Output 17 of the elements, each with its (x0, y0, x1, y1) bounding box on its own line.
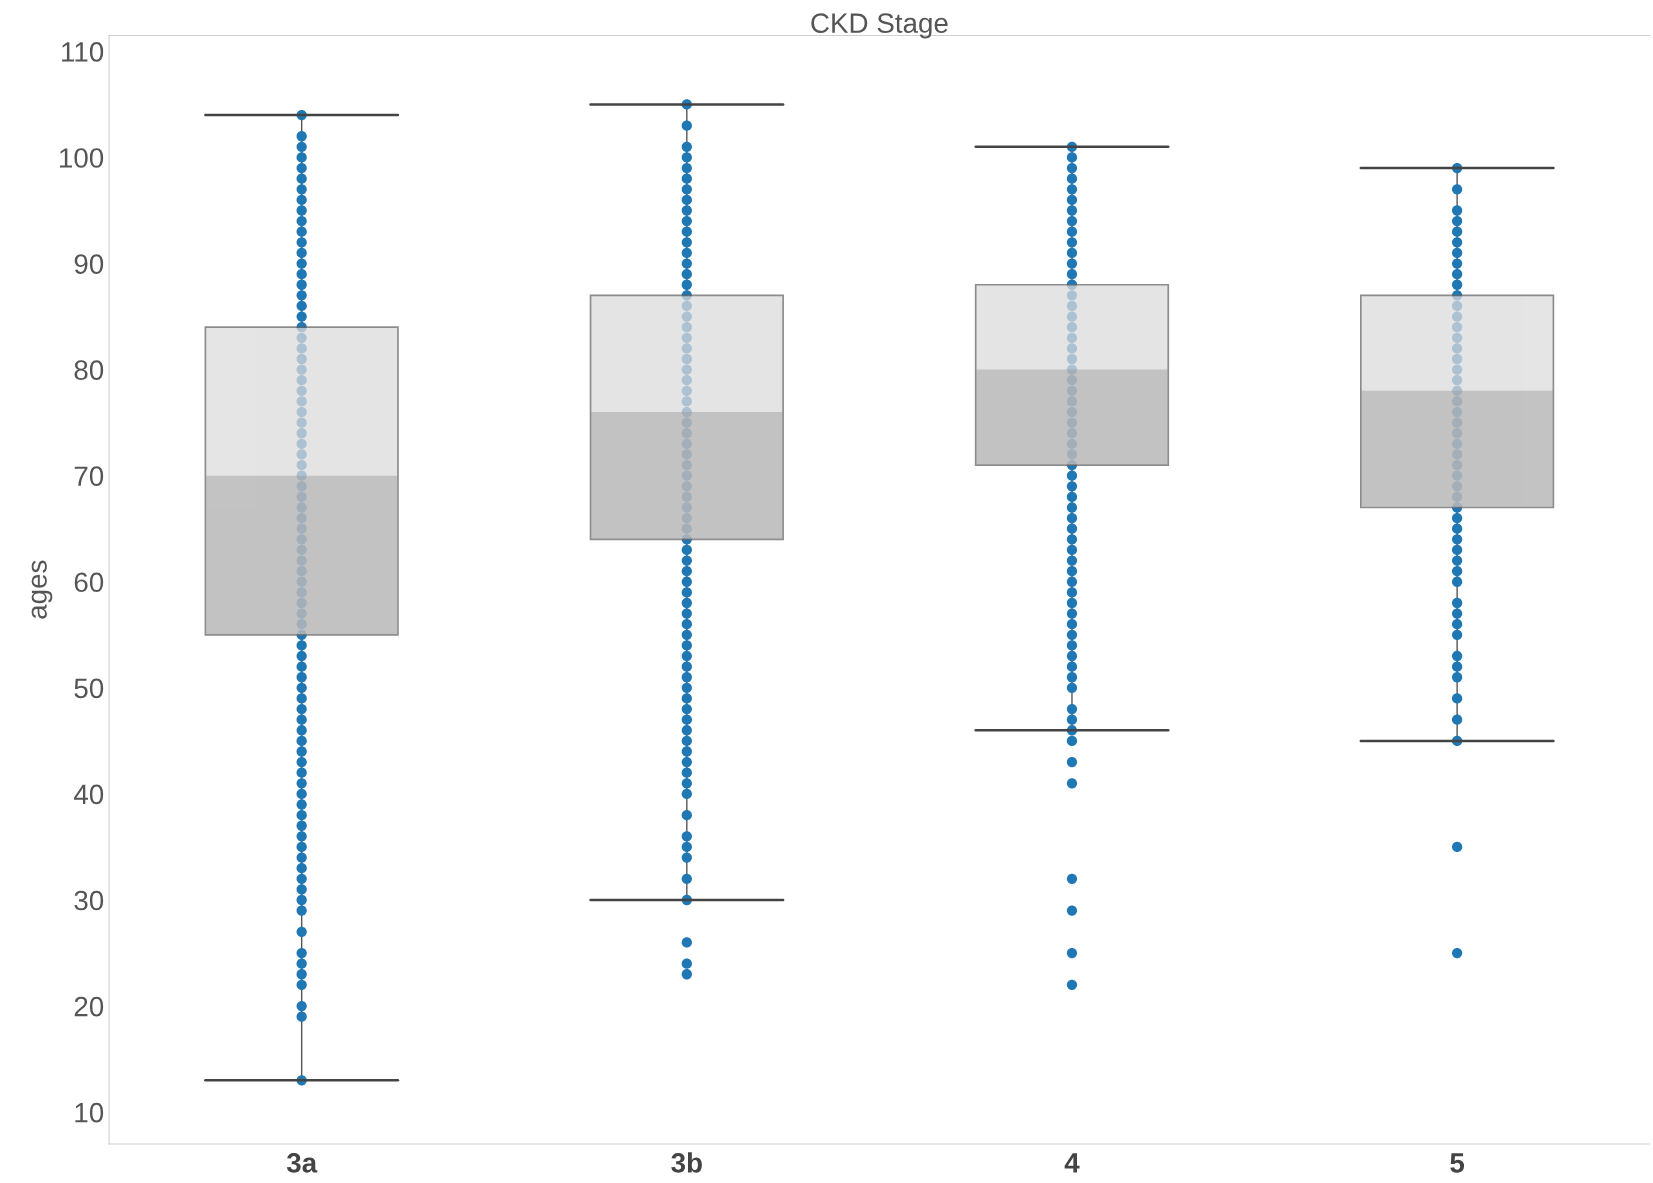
y-tick-label: 90 (74, 254, 104, 274)
y-tick-label: 100 (60, 148, 104, 168)
y-tick-label: 50 (74, 678, 104, 699)
y-tick-label: 110 (62, 42, 104, 62)
y-tick-label: 10 (75, 1102, 104, 1123)
x-tick-label: 3b (671, 1152, 702, 1173)
y-tick-label: 60 (74, 572, 104, 593)
x-tick-label: 3a (286, 1153, 318, 1173)
chart-title: CKD Stage (811, 13, 948, 39)
x-tick-label: 5 (1450, 1153, 1465, 1173)
y-tick-label: 20 (74, 996, 104, 1017)
y-tick-label: 80 (74, 360, 104, 380)
x-tick-label: 4 (1064, 1153, 1080, 1173)
y-tick-label: 40 (73, 784, 104, 805)
y-tick-label: 70 (74, 466, 104, 487)
y-tick-label: 30 (74, 890, 104, 911)
y-axis-title: ages (31, 560, 53, 619)
